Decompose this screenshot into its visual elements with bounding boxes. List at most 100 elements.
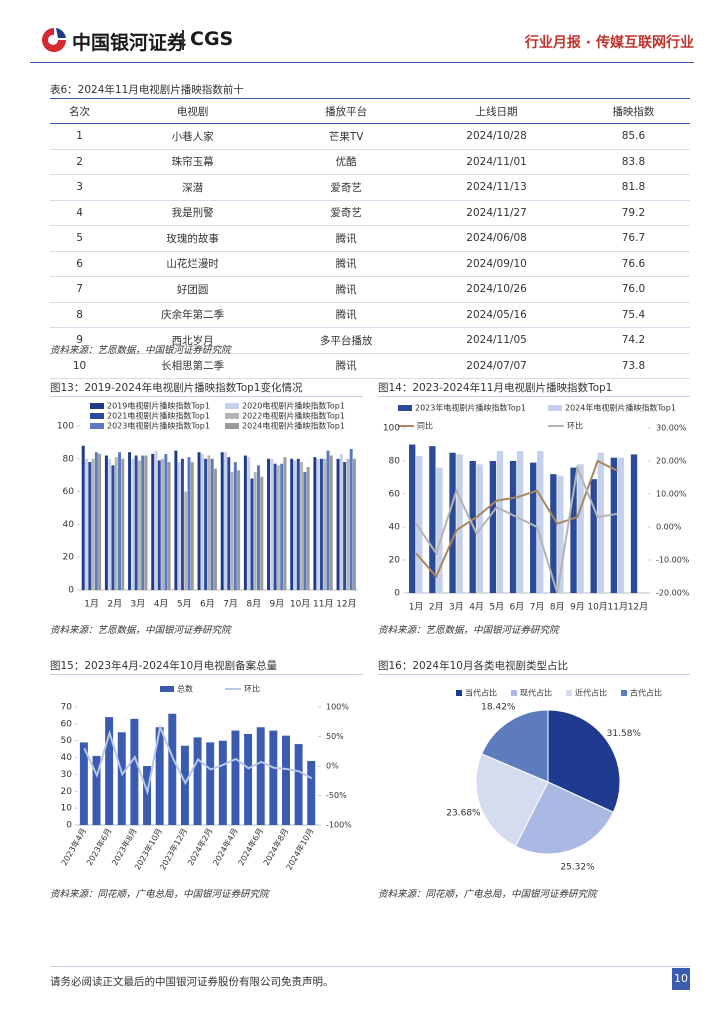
bar: [244, 733, 253, 825]
table-row: 5 玫瑰的故事 腾讯 2024/06/08 76.7: [50, 225, 690, 252]
bar: [489, 461, 497, 593]
bar: [92, 755, 101, 825]
table-cell: 3: [50, 174, 110, 201]
bar: [143, 766, 152, 825]
chart-source: 资料来源：同花顺，广电总局，中国银河证券研究院: [378, 889, 597, 900]
table-cell: 玫瑰的故事: [109, 225, 277, 252]
bar: [168, 713, 177, 825]
x-tick-label: 9月: [270, 599, 285, 610]
line: [415, 463, 618, 594]
legend-label: 2021电视剧片播映指数Top1: [107, 411, 210, 421]
bar: [224, 452, 227, 590]
table-cell: 小巷人家: [109, 123, 277, 150]
x-tick-label: 1月: [84, 599, 99, 610]
table-cell: 76.0: [576, 276, 690, 303]
chart-source: 资料来源：艺恩数据，中国银河证券研究院: [50, 625, 231, 636]
bar: [155, 727, 164, 825]
chart: 总数 环比 0 10 20 30 40 50 60 70 -100% -50% 0% 50% 100% 202…: [59, 684, 352, 872]
y2-tick-label: 50%: [326, 732, 344, 741]
bar: [253, 471, 257, 590]
logo-en: CGS: [190, 28, 234, 50]
y-tick-label: 40: [389, 523, 401, 533]
table-cell: 1: [50, 123, 110, 150]
legend-label: 近代占比: [575, 688, 607, 698]
report-type: 行业月报 · 传媒互联网行业: [524, 35, 694, 51]
bar: [630, 454, 638, 593]
y2-tick-label: 20.00%: [656, 457, 687, 466]
bar: [210, 458, 214, 590]
chart-title: 图14：2023-2024年11月电视剧片播映指数Top1: [378, 382, 613, 394]
table-row: 1 小巷人家 芒果TV 2024/10/28 85.6: [50, 123, 690, 150]
data-label: 31.58%: [607, 729, 642, 739]
bar: [94, 452, 98, 590]
bar: [218, 740, 227, 825]
bar: [134, 455, 138, 590]
x-tick-label: 8月: [550, 602, 565, 613]
chart-source: 资料来源：艺恩数据，中国银河证券研究院: [378, 625, 559, 636]
data-label: 23.68%: [446, 808, 481, 818]
bar: [137, 460, 141, 590]
title-rule: [50, 396, 363, 397]
bar: [206, 742, 215, 825]
table-cell: 7: [50, 276, 110, 303]
bar: [105, 717, 114, 825]
table-row: 8 庆余年第二季 腾讯 2024/05/16 75.4: [50, 302, 690, 328]
bar: [550, 474, 557, 593]
bar: [256, 727, 265, 825]
bar: [273, 463, 277, 590]
table-cell: 爱奇艺: [276, 200, 417, 226]
column-header: 电视剧: [109, 98, 277, 124]
logo-text: 中国银河证券: [72, 32, 187, 54]
table-cell: 81.8: [576, 174, 690, 201]
x-tick-label: 3月: [449, 602, 464, 613]
bar: [296, 458, 300, 590]
y-tick-label: 70: [61, 703, 73, 713]
pie-slice: [475, 753, 549, 847]
table-cell: 我是刑警: [109, 200, 277, 226]
x-tick-label: 2023年4月: [59, 826, 88, 867]
bar: [329, 455, 333, 590]
bar: [230, 471, 234, 590]
bar: [319, 458, 323, 590]
x-tick-label: 11月: [608, 602, 628, 613]
column-header: 播映指数: [576, 98, 690, 124]
y2-tick-label: 30.00%: [656, 424, 687, 433]
table-row: 3 深潜 爱奇艺 2024/11/13 81.8: [50, 174, 690, 201]
bar: [114, 457, 118, 590]
table-row: 4 我是刑警 爱奇艺 2024/11/27 79.2: [50, 200, 690, 226]
table-cell: 75.4: [576, 302, 690, 328]
x-tick-label: 10月: [290, 599, 310, 610]
bar: [436, 467, 443, 593]
footer-rule: [50, 966, 690, 967]
y2-tick-label: 100%: [326, 703, 349, 712]
table-cell: 85.6: [576, 123, 690, 150]
table-cell: 2024/11/05: [416, 327, 577, 354]
chart-source: 资料来源：同花顺，广电总局，中国银河证券研究院: [50, 889, 269, 900]
column-header: 名次: [50, 98, 110, 124]
table-row: 10 长相思第二季 腾讯 2024/07/07 73.8: [50, 353, 690, 379]
x-tick-label: 7月: [530, 602, 545, 613]
x-tick-label: 7月: [223, 599, 238, 610]
bar: [537, 451, 544, 593]
bar: [343, 462, 347, 590]
legend-swatch: [398, 405, 412, 411]
bar: [349, 448, 353, 590]
bar: [293, 460, 297, 590]
table-cell: 优酷: [276, 149, 417, 175]
table-cell: 9: [50, 327, 110, 354]
bar: [157, 460, 161, 590]
table-cell: 10: [50, 353, 110, 379]
bar: [280, 463, 284, 590]
table-cell: 2024/07/07: [416, 353, 577, 379]
legend-swatch: [90, 403, 104, 409]
bar: [276, 465, 280, 590]
column-header: 上线日期: [416, 98, 577, 124]
table-cell: 2024/10/28: [416, 123, 577, 150]
y-tick-label: 60: [61, 719, 73, 729]
table-cell: 79.2: [576, 200, 690, 226]
x-tick-label: 2023年8月: [109, 826, 138, 867]
bar: [204, 458, 208, 590]
bar: [339, 453, 343, 590]
bar: [294, 744, 303, 825]
bar: [154, 450, 158, 590]
